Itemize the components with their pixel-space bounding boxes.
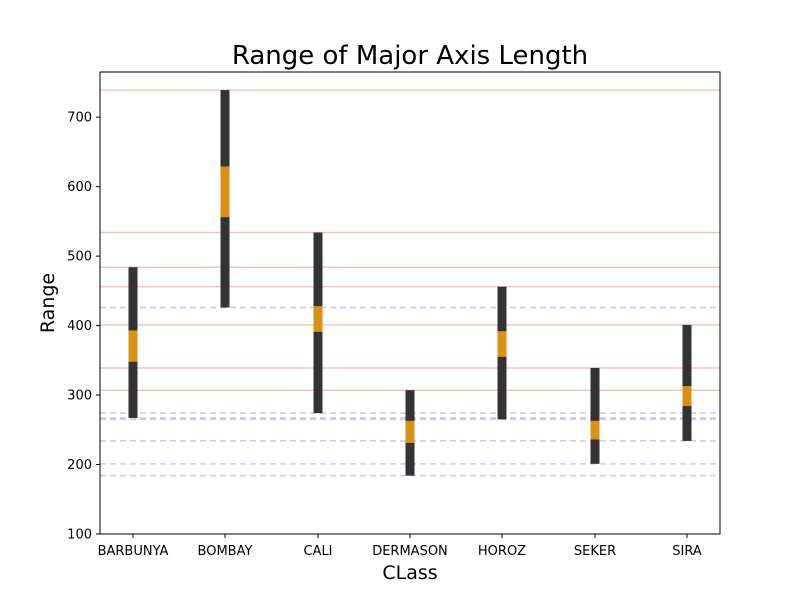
iqr-segment	[128, 330, 138, 362]
y-tick-label: 400	[67, 319, 92, 334]
x-tick-label: BARBUNYA	[98, 544, 169, 559]
y-axis-label: Range	[37, 273, 59, 333]
y-tick-label: 500	[67, 250, 92, 265]
iqr-segment	[497, 331, 507, 357]
iqr-segment	[405, 420, 415, 443]
x-tick-label: HOROZ	[478, 544, 526, 559]
x-tick-label: CALI	[303, 544, 332, 559]
iqr-segment	[682, 386, 692, 407]
range-bar	[590, 367, 600, 464]
x-tick-label: SEKER	[574, 544, 616, 559]
x-axis-ticks: BARBUNYA BOMBAY CALI DERMASON HOROZ SEKER SIRA	[98, 534, 702, 559]
iqr-segment	[590, 420, 600, 440]
y-tick-label: 100	[67, 528, 92, 543]
x-axis-label: CLass	[382, 562, 437, 584]
x-tick-label: SIRA	[672, 544, 702, 559]
range-bar	[682, 324, 692, 441]
range-bars	[128, 90, 692, 476]
x-tick-label: BOMBAY	[198, 544, 253, 559]
y-tick-label: 200	[67, 458, 92, 473]
chart-title: Range of Major Axis Length	[232, 41, 588, 71]
x-tick-label: DERMASON	[372, 544, 448, 559]
y-tick-label: 700	[67, 111, 92, 126]
y-tick-label: 600	[67, 180, 92, 195]
y-tick-label: 300	[67, 389, 92, 404]
iqr-segment	[313, 306, 323, 332]
y-axis-ticks: 100 200 300 400 500 600 700	[67, 111, 100, 543]
iqr-segment	[220, 166, 230, 218]
